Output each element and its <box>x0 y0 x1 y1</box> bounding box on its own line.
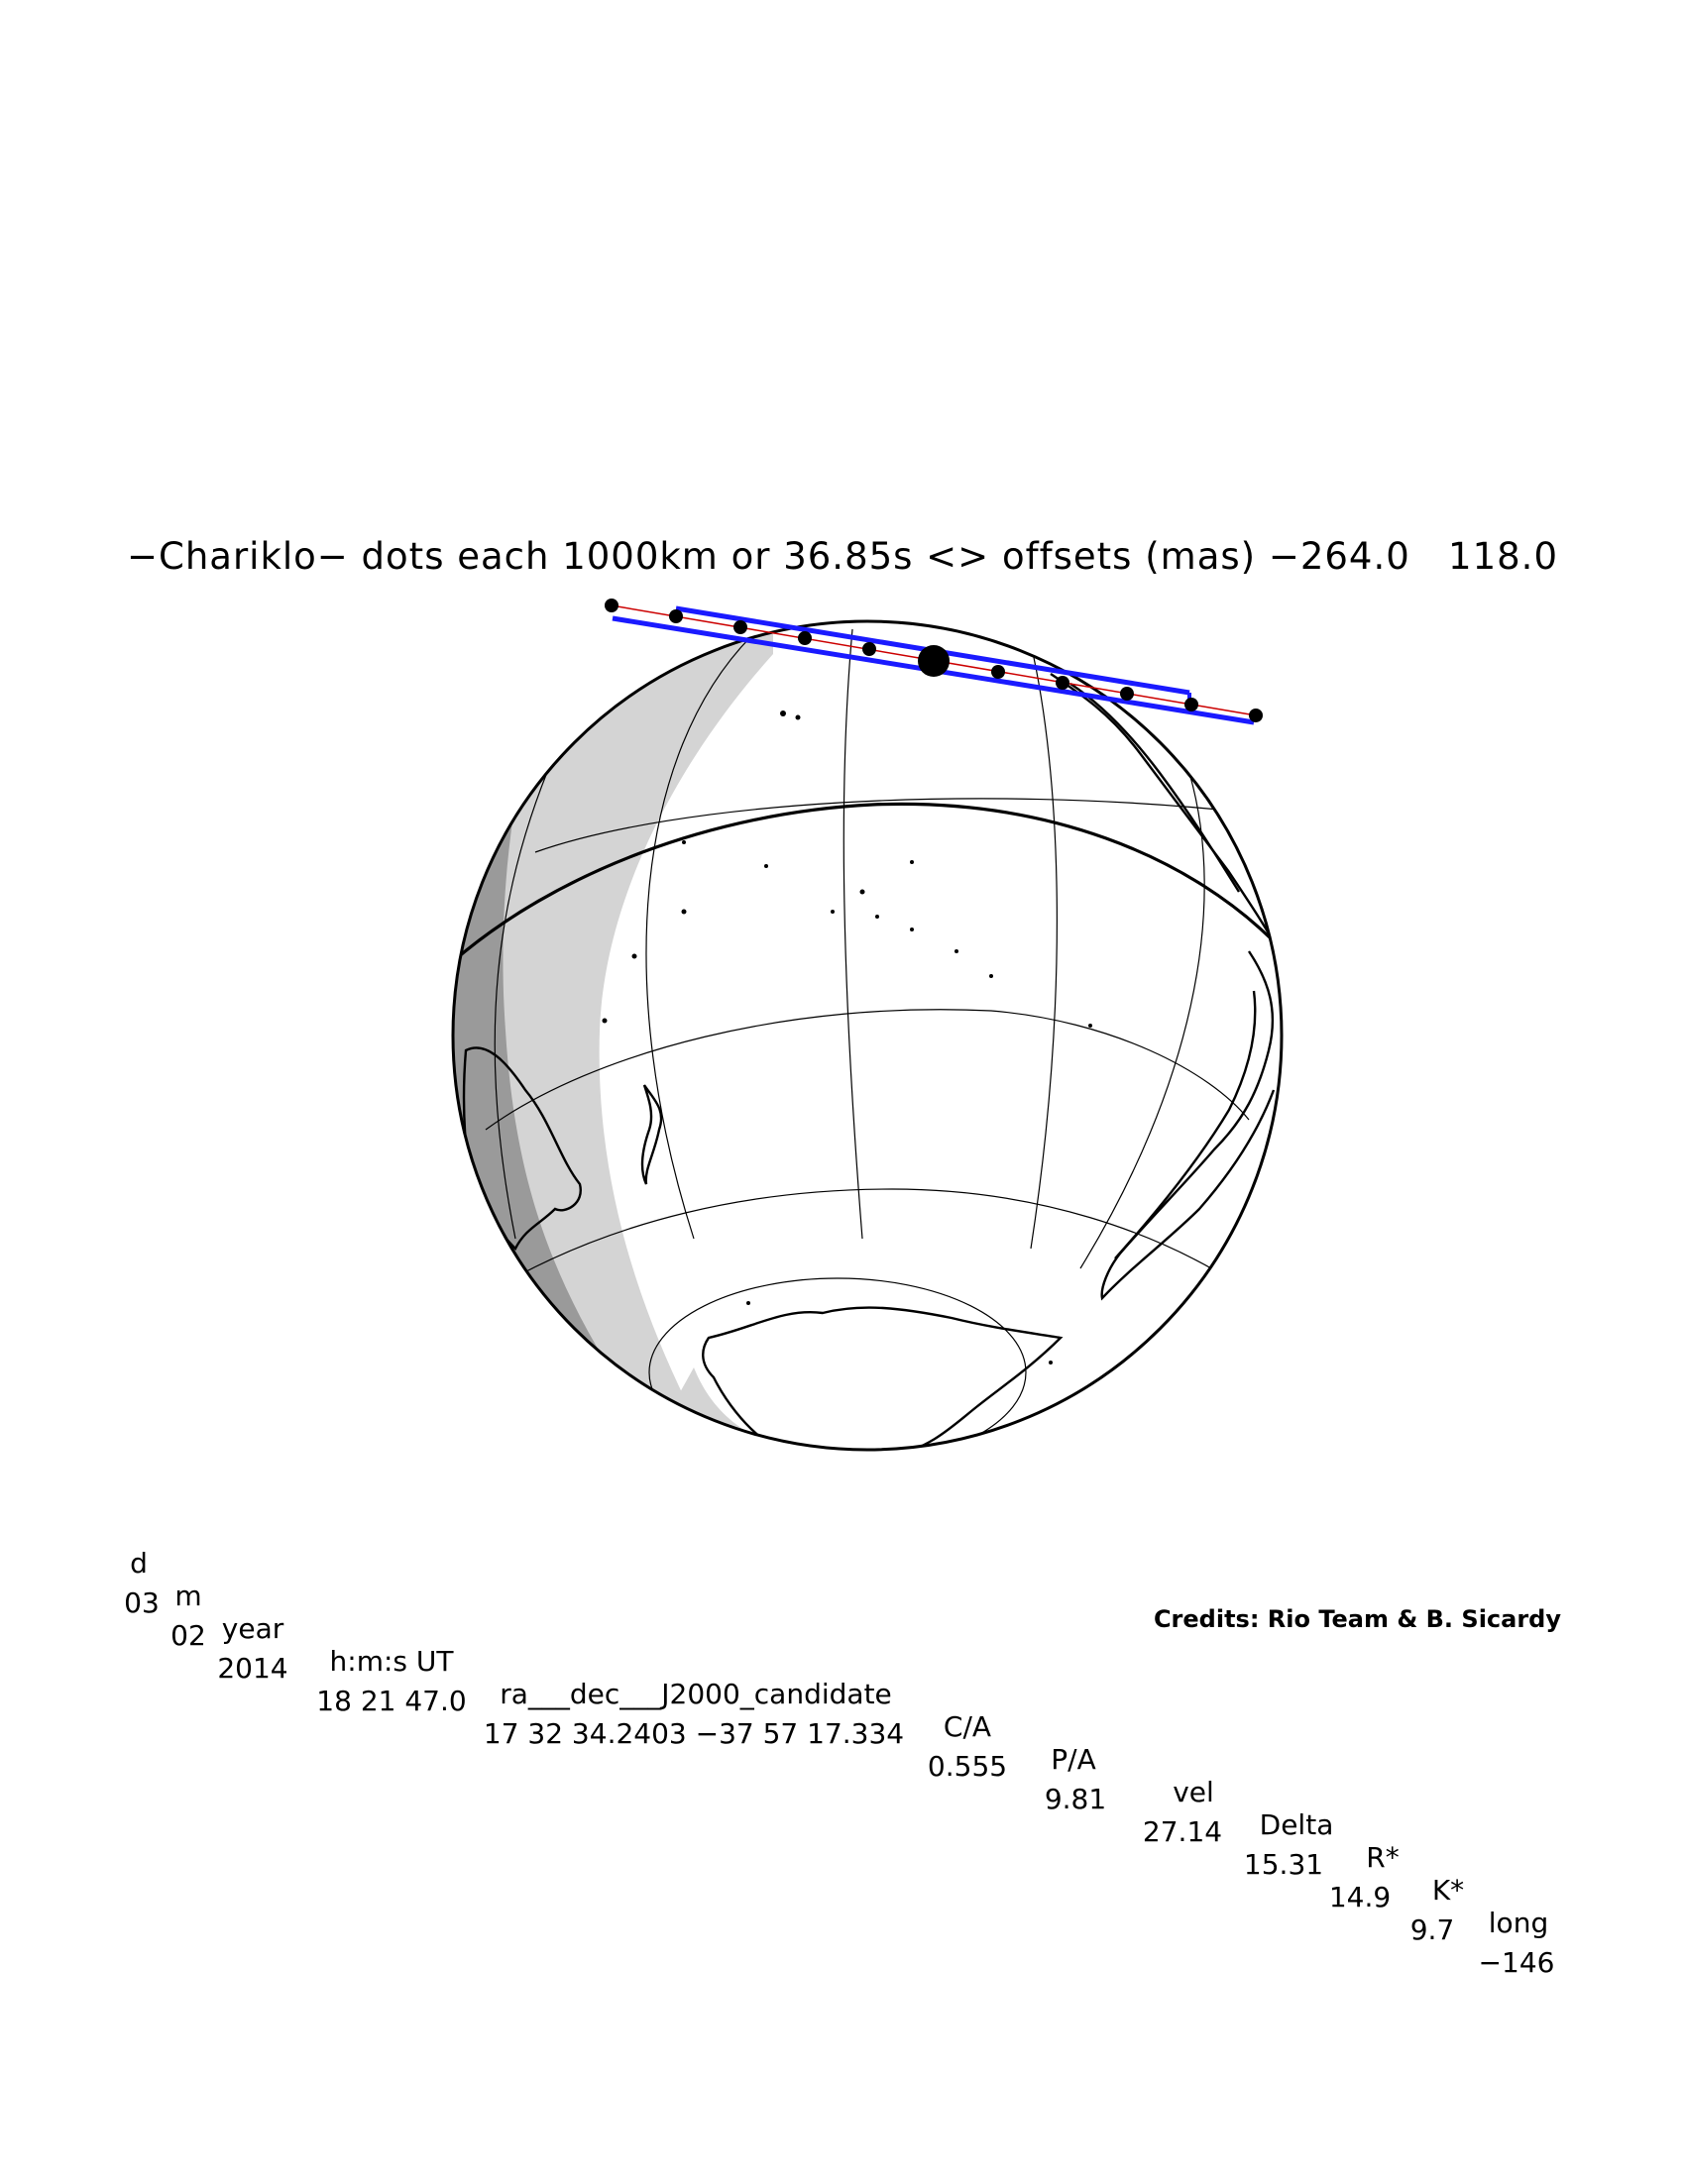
track-dot <box>1120 687 1134 701</box>
island-dot <box>602 1018 608 1024</box>
value-k-star: 9.7 <box>1409 1913 1455 1946</box>
value-r-star: 14.9 <box>1328 1881 1392 1913</box>
header-year: year <box>221 1612 284 1645</box>
header-r-star: R* <box>1366 1841 1400 1874</box>
header-m: m <box>174 1580 202 1612</box>
parallel-line <box>534 798 1250 853</box>
meridian-line <box>842 628 863 1240</box>
track-dot <box>1056 676 1069 690</box>
track-dot <box>1249 709 1263 722</box>
equator-line <box>453 802 1282 965</box>
value-vel: 27.14 <box>1142 1815 1223 1848</box>
globe-outline <box>451 619 1284 1452</box>
chart-title: −Chariklo− dots each 1000km or 36.85s <>… <box>127 535 1558 578</box>
header-long: long <box>1488 1907 1549 1939</box>
track-dot-closest-approach <box>918 645 950 677</box>
header-time: h:m:s UT <box>329 1645 454 1678</box>
table-value-row: 03 02 2014 18 21 47.0 17 32 34.2403 −37 … <box>0 1554 1685 1979</box>
value-time: 18 21 47.0 <box>316 1685 467 1717</box>
graticule <box>453 628 1282 1450</box>
north-america-outline-2 <box>1069 683 1241 893</box>
island-dot <box>955 949 958 953</box>
track-dot <box>862 642 876 656</box>
island-dot <box>910 928 914 931</box>
new-zealand-outline <box>640 1084 663 1185</box>
parallel-line <box>485 1009 1250 1131</box>
header-ca: C/A <box>943 1710 992 1743</box>
island-dot <box>764 864 768 868</box>
value-year: 2014 <box>217 1652 288 1685</box>
value-long: −146 <box>1478 1946 1555 1979</box>
value-d: 03 <box>124 1586 160 1619</box>
track-dot <box>669 609 683 623</box>
track-dot <box>991 665 1005 679</box>
island-dot <box>859 889 865 895</box>
polar-circle <box>648 1277 1027 1450</box>
header-k-star: K* <box>1431 1874 1465 1907</box>
andes-outline <box>1114 990 1257 1259</box>
track-dot <box>733 620 747 634</box>
island-dot <box>746 1301 750 1305</box>
track-dot <box>798 631 812 645</box>
header-coordinates: ra___dec___J2000_candidate <box>500 1678 892 1710</box>
table-header-row: d m year h:m:s UT ra___dec___J2000_candi… <box>0 1514 1685 1939</box>
value-delta: 15.31 <box>1243 1848 1324 1881</box>
island-dot <box>1088 1024 1092 1028</box>
island-dot <box>682 840 686 844</box>
parallel-line <box>495 1188 1260 1299</box>
island-dot <box>780 710 786 716</box>
track-dot <box>1184 698 1198 711</box>
island-dot <box>831 910 835 914</box>
twilight-zone <box>453 621 634 1450</box>
island-dot <box>681 909 687 915</box>
island-dot <box>1049 1361 1053 1365</box>
north-america-outline <box>1050 673 1281 952</box>
track-dot <box>605 599 618 612</box>
meridian-line <box>1030 643 1058 1250</box>
meridian-line <box>494 752 556 1240</box>
track-dots <box>605 599 1263 722</box>
header-vel: vel <box>1173 1776 1214 1808</box>
antarctica-outline <box>702 1306 1064 1450</box>
value-ca: 0.555 <box>927 1750 1008 1783</box>
meridian-line <box>645 633 754 1240</box>
island-dot <box>989 974 993 978</box>
credits-text: Credits: Rio Team & B. Sicardy <box>1153 1605 1561 1633</box>
value-pa: 9.81 <box>1044 1783 1107 1815</box>
island-dot <box>795 714 801 720</box>
value-m: 02 <box>170 1619 206 1652</box>
night-zone <box>453 621 872 1450</box>
header-pa: P/A <box>1051 1743 1096 1776</box>
header-d: d <box>130 1547 148 1580</box>
island-dot <box>910 860 914 864</box>
islands <box>602 710 1092 1365</box>
island-dot <box>631 953 637 959</box>
value-coordinates: 17 32 34.2403 −37 57 17.334 <box>483 1717 905 1750</box>
header-delta: Delta <box>1259 1808 1334 1841</box>
island-dot <box>875 915 879 919</box>
